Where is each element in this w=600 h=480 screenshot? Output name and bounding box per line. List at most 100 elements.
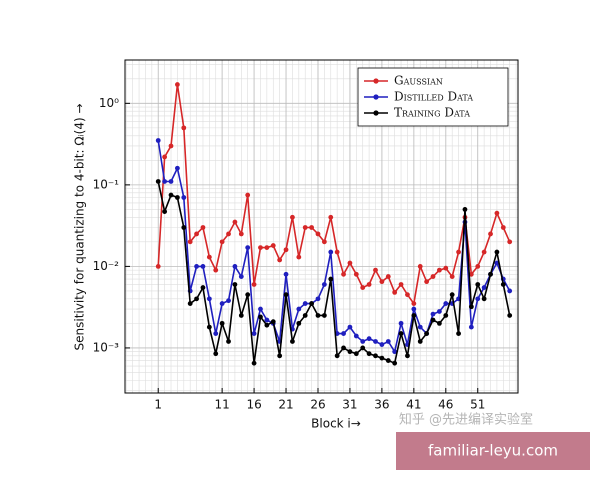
data-point	[302, 313, 308, 318]
data-point	[366, 351, 372, 357]
data-point	[417, 339, 423, 344]
data-point	[360, 345, 366, 351]
data-point	[309, 225, 314, 230]
data-point	[187, 301, 193, 306]
data-point	[353, 271, 359, 277]
data-point	[162, 154, 168, 160]
data-point	[245, 245, 251, 251]
data-point	[206, 296, 212, 302]
data-point	[194, 296, 199, 302]
data-point	[507, 239, 513, 245]
data-point	[219, 301, 225, 306]
data-point	[328, 249, 334, 255]
y-tick-label: 10⁰	[99, 96, 119, 110]
data-point	[385, 274, 391, 279]
data-point	[437, 320, 442, 326]
legend-label: Distilled Data	[394, 90, 473, 104]
data-point	[251, 331, 257, 336]
data-point	[468, 324, 474, 330]
data-point	[353, 333, 359, 339]
data-point	[232, 219, 238, 225]
y-tick-label: 10⁻³	[93, 340, 120, 354]
data-point	[385, 339, 391, 344]
data-point	[238, 313, 244, 318]
data-point	[213, 267, 219, 273]
data-point	[334, 353, 340, 359]
data-point	[385, 358, 391, 363]
data-point	[219, 320, 225, 326]
data-point	[424, 331, 430, 336]
data-point	[411, 306, 417, 312]
data-point	[245, 192, 251, 198]
y-tick-label: 10⁻²	[93, 259, 120, 273]
legend-label: Gaussian	[394, 74, 443, 88]
data-point	[194, 263, 199, 269]
series-line	[157, 181, 511, 365]
legend-label: Training Data	[394, 106, 470, 120]
data-point	[264, 317, 270, 323]
x-tick-label: 16	[246, 398, 261, 412]
data-point	[341, 345, 346, 351]
data-point	[424, 279, 430, 285]
data-point	[258, 245, 263, 251]
data-point	[232, 282, 238, 287]
data-point	[270, 319, 276, 325]
x-tick-label: 51	[470, 398, 485, 412]
x-tick-label: 36	[374, 398, 389, 412]
data-point	[398, 320, 404, 326]
data-point	[488, 231, 493, 237]
data-point	[468, 304, 474, 310]
y-axis-label: Sensitivity for quantizing to 4-bit: Ωᵢ(…	[73, 103, 87, 350]
x-tick-label: 46	[438, 398, 453, 412]
data-point	[290, 214, 295, 220]
data-point	[443, 313, 449, 318]
data-point	[302, 225, 308, 230]
data-point	[258, 314, 263, 320]
data-point	[392, 349, 398, 355]
data-point	[245, 292, 251, 298]
data-point	[168, 143, 174, 149]
data-point	[155, 263, 161, 269]
data-point	[181, 125, 187, 131]
data-point	[283, 292, 289, 298]
data-point	[347, 324, 353, 330]
data-point	[315, 296, 321, 302]
data-point	[251, 360, 257, 366]
data-point	[290, 339, 295, 344]
data-point	[175, 195, 180, 200]
data-point	[277, 353, 283, 359]
data-point	[449, 274, 455, 279]
data-point	[430, 274, 436, 279]
x-tick-label: 21	[278, 398, 293, 412]
data-point	[360, 339, 366, 344]
data-point	[347, 260, 353, 266]
data-point	[232, 263, 238, 269]
data-point	[181, 225, 187, 230]
data-point	[194, 231, 199, 237]
data-point	[321, 313, 327, 318]
data-point	[500, 225, 506, 230]
data-point	[270, 243, 276, 248]
data-point	[168, 179, 174, 184]
data-point	[238, 274, 244, 279]
data-point	[392, 289, 398, 295]
data-point	[398, 331, 404, 336]
data-point	[200, 285, 206, 290]
data-point	[251, 282, 257, 287]
data-point	[405, 353, 410, 359]
data-point	[200, 263, 206, 269]
watermark-url: familiar-leyu.com	[428, 442, 558, 460]
data-point	[315, 231, 321, 237]
data-point	[226, 231, 231, 237]
watermark-box	[396, 432, 590, 470]
data-point	[507, 313, 513, 318]
data-point	[507, 288, 513, 294]
data-point	[360, 285, 366, 290]
data-point	[219, 239, 225, 245]
data-point	[226, 339, 231, 344]
data-point	[411, 313, 417, 318]
data-point	[321, 239, 327, 245]
data-point	[475, 296, 481, 302]
data-point	[373, 267, 378, 273]
